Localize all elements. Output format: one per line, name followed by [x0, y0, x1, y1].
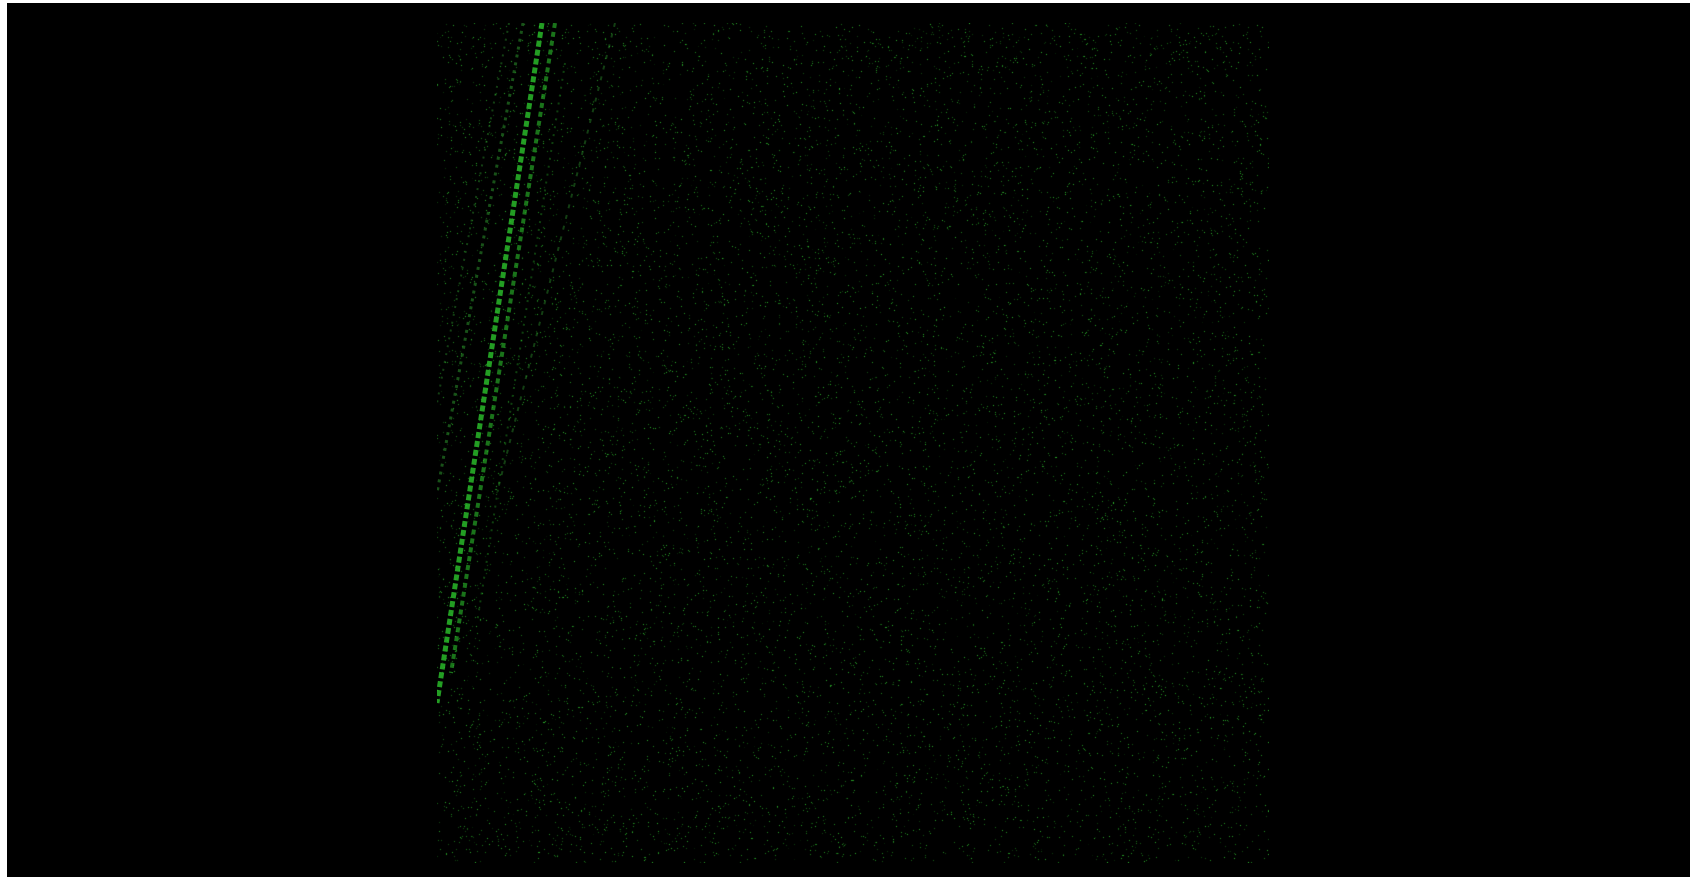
noise-image: [437, 23, 1269, 863]
image-viewport: [7, 3, 1690, 877]
streak-line: [451, 23, 555, 673]
diagonal-streaks-layer: [437, 23, 1269, 863]
streak-line: [437, 23, 542, 703]
streak-line: [497, 23, 615, 493]
streak-line: [437, 23, 509, 403]
streak-line: [437, 23, 523, 493]
